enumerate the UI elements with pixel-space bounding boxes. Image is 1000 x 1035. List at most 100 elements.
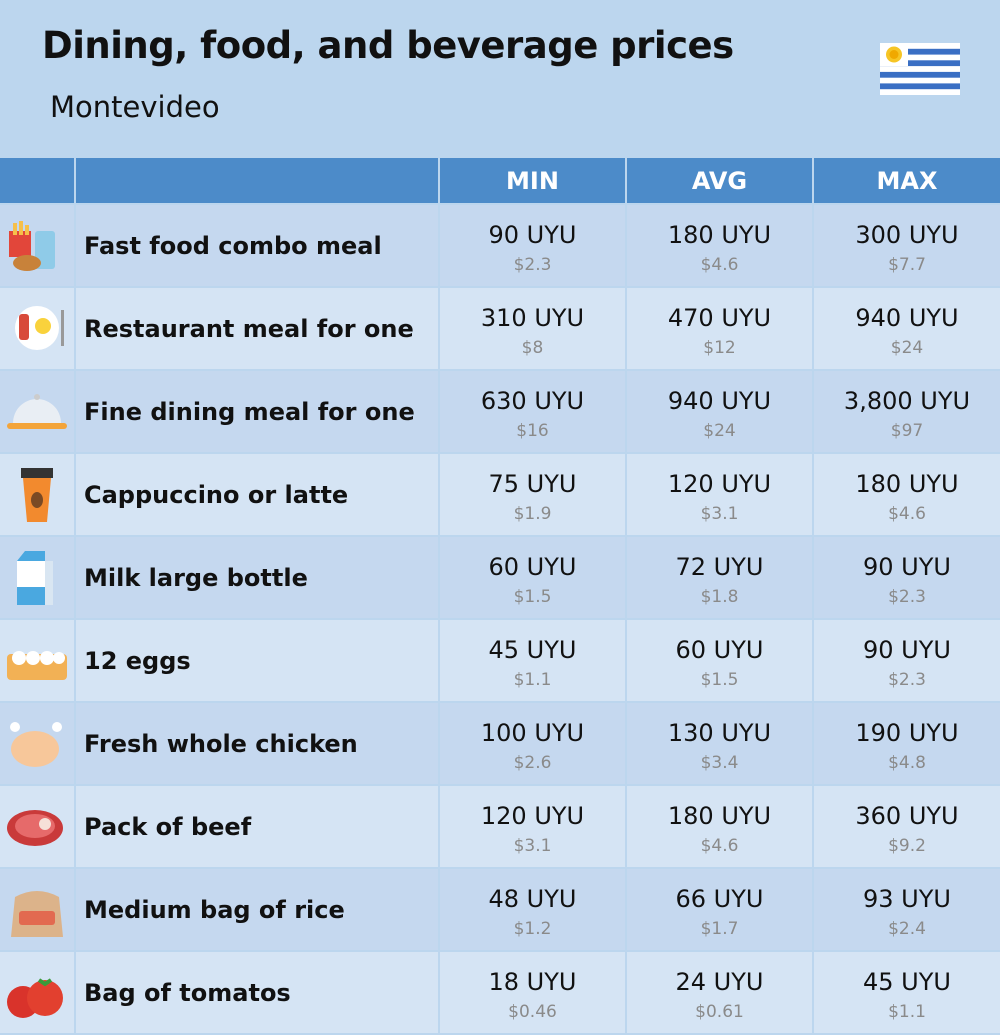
price-cell: 630 UYU $16	[440, 371, 625, 452]
item-icon	[11, 891, 63, 937]
icon-cell	[0, 952, 74, 1033]
icon-cell	[0, 869, 74, 950]
local-price: 90 UYU	[863, 636, 951, 664]
price-cell: 180 UYU $4.6	[814, 454, 1000, 535]
column-header: MAX	[814, 158, 1000, 203]
local-price: 180 UYU	[855, 470, 959, 498]
item-icon	[15, 306, 64, 350]
item-name: Fresh whole chicken	[76, 703, 438, 784]
table-row: Bag of tomatos 18 UYU $0.46 24 UYU $0.61 45 U…	[0, 952, 1000, 1033]
local-price: 940 UYU	[667, 387, 772, 415]
price-cell: 120 UYU $3.1	[440, 786, 625, 867]
column-header: AVG	[627, 158, 812, 203]
usd-price: $1.7	[700, 919, 739, 939]
price-cell: 90 UYU $2.3	[440, 205, 625, 286]
local-price: 48 UYU	[488, 885, 577, 913]
price-cell: 190 UYU $4.8	[814, 703, 1000, 784]
price-cell: 48 UYU $1.2	[440, 869, 625, 950]
local-price: 60 UYU	[675, 636, 764, 664]
price-cell: 120 UYU $3.1	[627, 454, 812, 535]
price-cell: 90 UYU $2.3	[814, 537, 1000, 618]
item-icon	[21, 468, 53, 522]
item-icon	[7, 810, 63, 846]
price-cell: 130 UYU $3.4	[627, 703, 812, 784]
price-cell: 18 UYU $0.46	[440, 952, 625, 1033]
icon-cell	[0, 537, 74, 618]
usd-price: $97	[890, 421, 924, 441]
table-row: 12 eggs 45 UYU $1.1 60 UYU $1.5 90 UYU $2.3	[0, 620, 1000, 701]
item-icon	[7, 651, 67, 680]
usd-price: $1.5	[700, 670, 739, 690]
usd-price: $2.4	[888, 919, 926, 939]
local-price: 130 UYU	[667, 719, 772, 747]
header-cell	[76, 158, 438, 203]
local-price: 940 UYU	[855, 304, 959, 332]
usd-price: $1.5	[513, 587, 552, 607]
local-price: 90 UYU	[488, 221, 577, 249]
table-row: Milk large bottle 60 UYU $1.5 72 UYU $1.8 90 …	[0, 537, 1000, 618]
local-price: 18 UYU	[488, 968, 577, 996]
table-row: Fine dining meal for one 630 UYU $16 940 UY…	[0, 371, 1000, 452]
price-cell: 60 UYU $1.5	[627, 620, 812, 701]
usd-price: $4.6	[700, 836, 739, 856]
icon-cell	[0, 454, 74, 535]
price-cell: 90 UYU $2.3	[814, 620, 1000, 701]
price-cell: 24 UYU $0.61	[627, 952, 812, 1033]
local-price: 470 UYU	[667, 304, 772, 332]
item-name: Cappuccino or latte	[76, 454, 438, 535]
item-name: Medium bag of rice	[76, 869, 438, 950]
usd-price: $7.7	[888, 255, 926, 275]
table-row: Medium bag of rice 48 UYU $1.2 66 UYU $1.7 93…	[0, 869, 1000, 950]
local-price: 75 UYU	[488, 470, 577, 498]
column-header: MIN	[440, 158, 625, 203]
price-cell: 100 UYU $2.6	[440, 703, 625, 784]
local-price: 24 UYU	[675, 968, 764, 996]
price-table: MIN AVG MAX Fast food combo meal 90 UYU $2.3 1…	[0, 158, 1000, 1035]
item-name: Bag of tomatos	[76, 952, 438, 1033]
price-cell: 75 UYU $1.9	[440, 454, 625, 535]
item-name: Restaurant meal for one	[76, 288, 438, 369]
icon-cell	[0, 703, 74, 784]
icon-cell	[0, 620, 74, 701]
local-price: 90 UYU	[863, 553, 951, 581]
item-icon	[10, 722, 62, 767]
usd-price: $24	[890, 338, 924, 358]
item-name: Fast food combo meal	[76, 205, 438, 286]
usd-price: $16	[516, 421, 549, 441]
usd-price: $8	[521, 338, 544, 358]
local-price: 190 UYU	[855, 719, 959, 747]
local-price: 45 UYU	[488, 636, 577, 664]
price-cell: 45 UYU $1.1	[440, 620, 625, 701]
item-name: Fine dining meal for one	[76, 371, 438, 452]
item-icon	[7, 978, 63, 1018]
price-cell: 300 UYU $7.7	[814, 205, 1000, 286]
item-icon	[7, 394, 67, 429]
local-price: 60 UYU	[488, 553, 577, 581]
header-row: MIN AVG MAX	[0, 158, 1000, 203]
item-icon	[17, 551, 53, 605]
table-row: Pack of beef 120 UYU $3.1 180 UYU $4.6 360 UY…	[0, 786, 1000, 867]
local-price: 360 UYU	[855, 802, 959, 830]
usd-price: $0.61	[695, 1002, 744, 1022]
price-cell: 72 UYU $1.8	[627, 537, 812, 618]
local-price: 180 UYU	[667, 221, 772, 249]
price-cell: 940 UYU $24	[627, 371, 812, 452]
price-cell: 45 UYU $1.1	[814, 952, 1000, 1033]
local-price: 310 UYU	[480, 304, 585, 332]
local-price: 120 UYU	[480, 802, 585, 830]
usd-price: $1.8	[700, 587, 739, 607]
title: Dining, food, and beverage prices	[42, 24, 734, 67]
subtitle: Montevideo	[50, 90, 220, 124]
icon-cell	[0, 371, 74, 452]
flag	[880, 43, 960, 95]
local-price: 120 UYU	[667, 470, 772, 498]
item-name: Milk large bottle	[76, 537, 438, 618]
usd-price: $0.46	[508, 1002, 557, 1022]
usd-price: $12	[703, 338, 736, 358]
usd-price: $2.3	[513, 255, 552, 275]
price-cell: 180 UYU $4.6	[627, 205, 812, 286]
table-row: Fresh whole chicken 100 UYU $2.6 130 UYU $3.…	[0, 703, 1000, 784]
local-price: 180 UYU	[667, 802, 772, 830]
usd-price: $1.2	[513, 919, 552, 939]
